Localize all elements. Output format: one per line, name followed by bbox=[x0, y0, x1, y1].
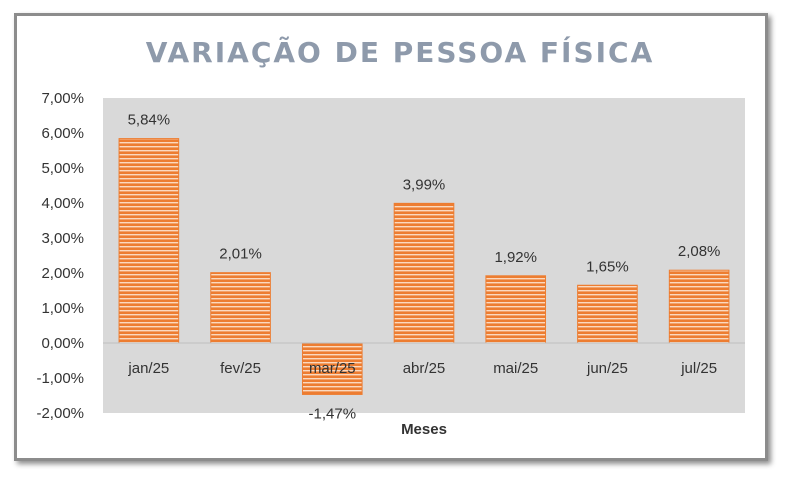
y-tick-label: 5,00% bbox=[41, 160, 84, 177]
y-tick-label: -1,00% bbox=[36, 370, 84, 387]
bar bbox=[577, 284, 638, 344]
bar bbox=[210, 272, 271, 344]
y-tick-label: 0,00% bbox=[41, 335, 84, 352]
y-axis: 7,00% 6,00% 5,00% 4,00% 3,00% 2,00% 1,00% 0,00%… bbox=[36, 90, 84, 422]
y-tick-label: 3,00% bbox=[41, 230, 84, 247]
x-axis: jan/25 fev/25 mar/25 abr/25 mai/25 jun/25 jul/… bbox=[127, 360, 717, 377]
x-axis-label: Meses bbox=[401, 421, 447, 438]
y-tick-label: 2,00% bbox=[41, 265, 84, 282]
x-tick-label: mar/25 bbox=[309, 360, 356, 377]
bar bbox=[393, 202, 455, 344]
data-label: 3,99% bbox=[403, 176, 446, 193]
x-tick-label: jun/25 bbox=[586, 360, 628, 377]
bar bbox=[301, 342, 363, 395]
data-label: 2,01% bbox=[219, 246, 262, 263]
bars bbox=[118, 138, 730, 395]
x-tick-label: jan/25 bbox=[127, 360, 169, 377]
bar bbox=[485, 275, 547, 344]
chart-title: VARIAÇÃO DE PESSOA FÍSICA bbox=[146, 35, 655, 69]
y-tick-label: 7,00% bbox=[41, 90, 84, 107]
y-tick-label: 1,00% bbox=[41, 300, 84, 317]
x-tick-label: fev/25 bbox=[220, 360, 261, 377]
data-label: -1,47% bbox=[309, 405, 357, 422]
bar bbox=[118, 138, 180, 344]
bar bbox=[668, 269, 730, 344]
data-label: 1,92% bbox=[494, 249, 537, 266]
y-tick-label: 4,00% bbox=[41, 195, 84, 212]
x-tick-label: jul/25 bbox=[680, 360, 717, 377]
y-tick-label: -2,00% bbox=[36, 405, 84, 422]
y-tick-label: 6,00% bbox=[41, 125, 84, 142]
x-tick-label: mai/25 bbox=[493, 360, 538, 377]
data-label: 5,84% bbox=[128, 112, 171, 129]
data-label: 2,08% bbox=[678, 243, 721, 260]
data-label: 1,65% bbox=[586, 258, 629, 275]
data-labels: 5,84% 2,01% -1,47% 3,99% 1,92% 1,65% 2,08% bbox=[128, 112, 721, 423]
x-tick-label: abr/25 bbox=[403, 360, 446, 377]
